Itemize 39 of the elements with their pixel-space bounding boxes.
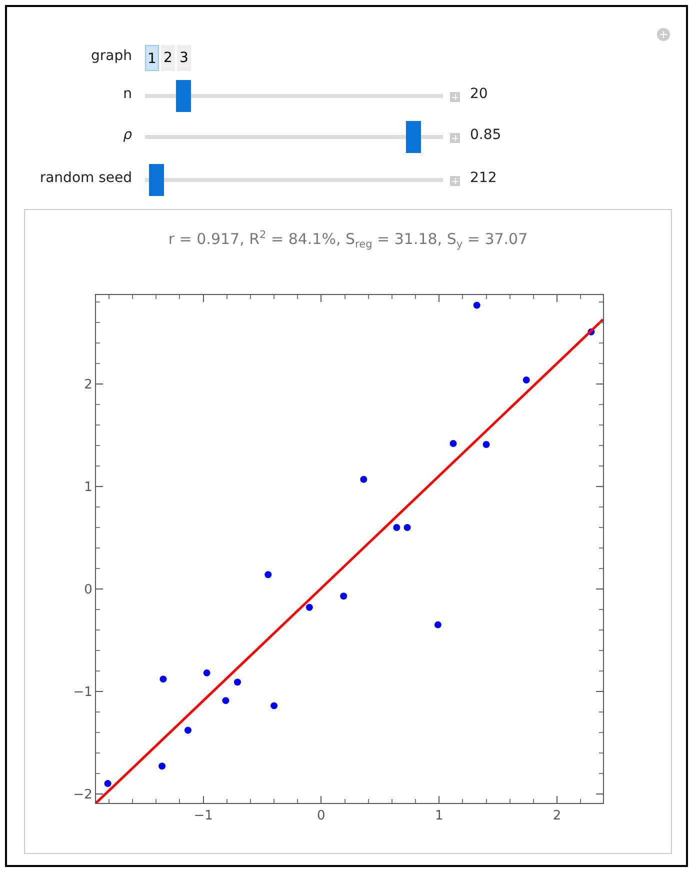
text: graph	[91, 48, 132, 64]
point	[434, 621, 442, 628]
y-tick-label: −2	[73, 787, 92, 802]
point	[450, 440, 457, 448]
x-tick-label: 1	[434, 808, 444, 824]
text: 1	[145, 45, 159, 71]
point	[404, 524, 411, 531]
x-tick-label: 0	[317, 808, 326, 824]
point	[104, 780, 112, 788]
point	[270, 702, 278, 710]
point	[184, 726, 192, 734]
text: 0.85	[470, 127, 502, 143]
y-tick-label: 1	[84, 480, 92, 496]
point	[160, 676, 167, 683]
point	[222, 697, 230, 704]
chart-title: r = 0.917, R$^{2}$ = 84.1%, S$_{reg}$ = 31.18, S$_{y}$ = 37.07	[168, 228, 528, 250]
text: 212	[470, 170, 497, 186]
y-tick-label: 0	[84, 582, 92, 598]
text: 20	[470, 86, 488, 102]
point	[473, 302, 480, 309]
point	[340, 592, 348, 600]
x-tick-label: 2	[552, 808, 562, 824]
point	[522, 376, 530, 384]
point	[306, 604, 313, 611]
point	[203, 669, 210, 676]
text: ρ	[123, 127, 132, 143]
y-tick-label: 2	[84, 378, 92, 393]
y-tick-label: −1	[73, 684, 92, 700]
point	[393, 524, 400, 531]
x-tick-label: −1	[194, 808, 213, 824]
text: 2	[161, 45, 175, 71]
text: random seed	[40, 170, 132, 186]
point	[360, 476, 368, 483]
text: 3	[177, 45, 191, 71]
point	[482, 441, 490, 448]
text: n	[123, 86, 132, 102]
point	[158, 762, 166, 770]
point	[234, 678, 241, 686]
point	[264, 571, 272, 578]
